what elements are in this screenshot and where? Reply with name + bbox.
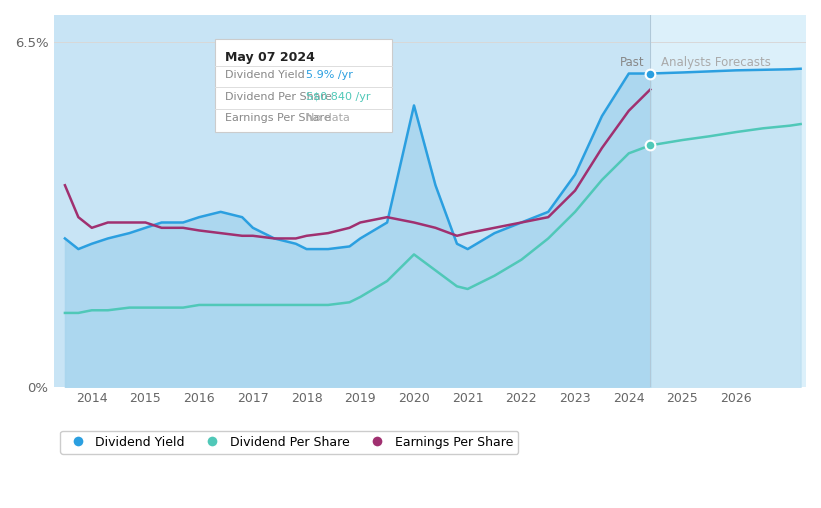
Text: Dividend Yield: Dividend Yield [225, 70, 305, 80]
Text: Dividend Per Share: Dividend Per Share [225, 91, 332, 102]
Text: No data: No data [305, 113, 350, 123]
Bar [54, 15, 650, 388]
Legend: Dividend Yield, Dividend Per Share, Earnings Per Share: Dividend Yield, Dividend Per Share, Earn… [61, 431, 518, 454]
Bar [650, 15, 806, 388]
Text: 5.9% /yr: 5.9% /yr [305, 70, 352, 80]
Text: May 07 2024: May 07 2024 [225, 51, 314, 64]
FancyBboxPatch shape [215, 39, 392, 132]
Text: S$0.840 /yr: S$0.840 /yr [305, 91, 370, 102]
Text: Past: Past [621, 56, 645, 69]
Text: Earnings Per Share: Earnings Per Share [225, 113, 331, 123]
Text: Analysts Forecasts: Analysts Forecasts [661, 56, 771, 69]
